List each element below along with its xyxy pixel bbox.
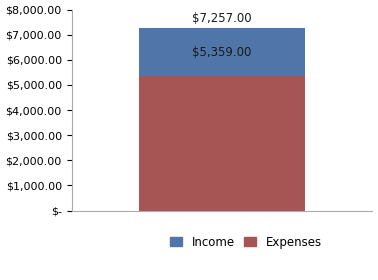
- Bar: [139, 28, 305, 76]
- Legend: Income, Expenses: Income, Expenses: [170, 236, 322, 249]
- Text: $5,359.00: $5,359.00: [192, 46, 252, 59]
- Text: $7,257.00: $7,257.00: [192, 12, 252, 25]
- Bar: [139, 76, 305, 211]
